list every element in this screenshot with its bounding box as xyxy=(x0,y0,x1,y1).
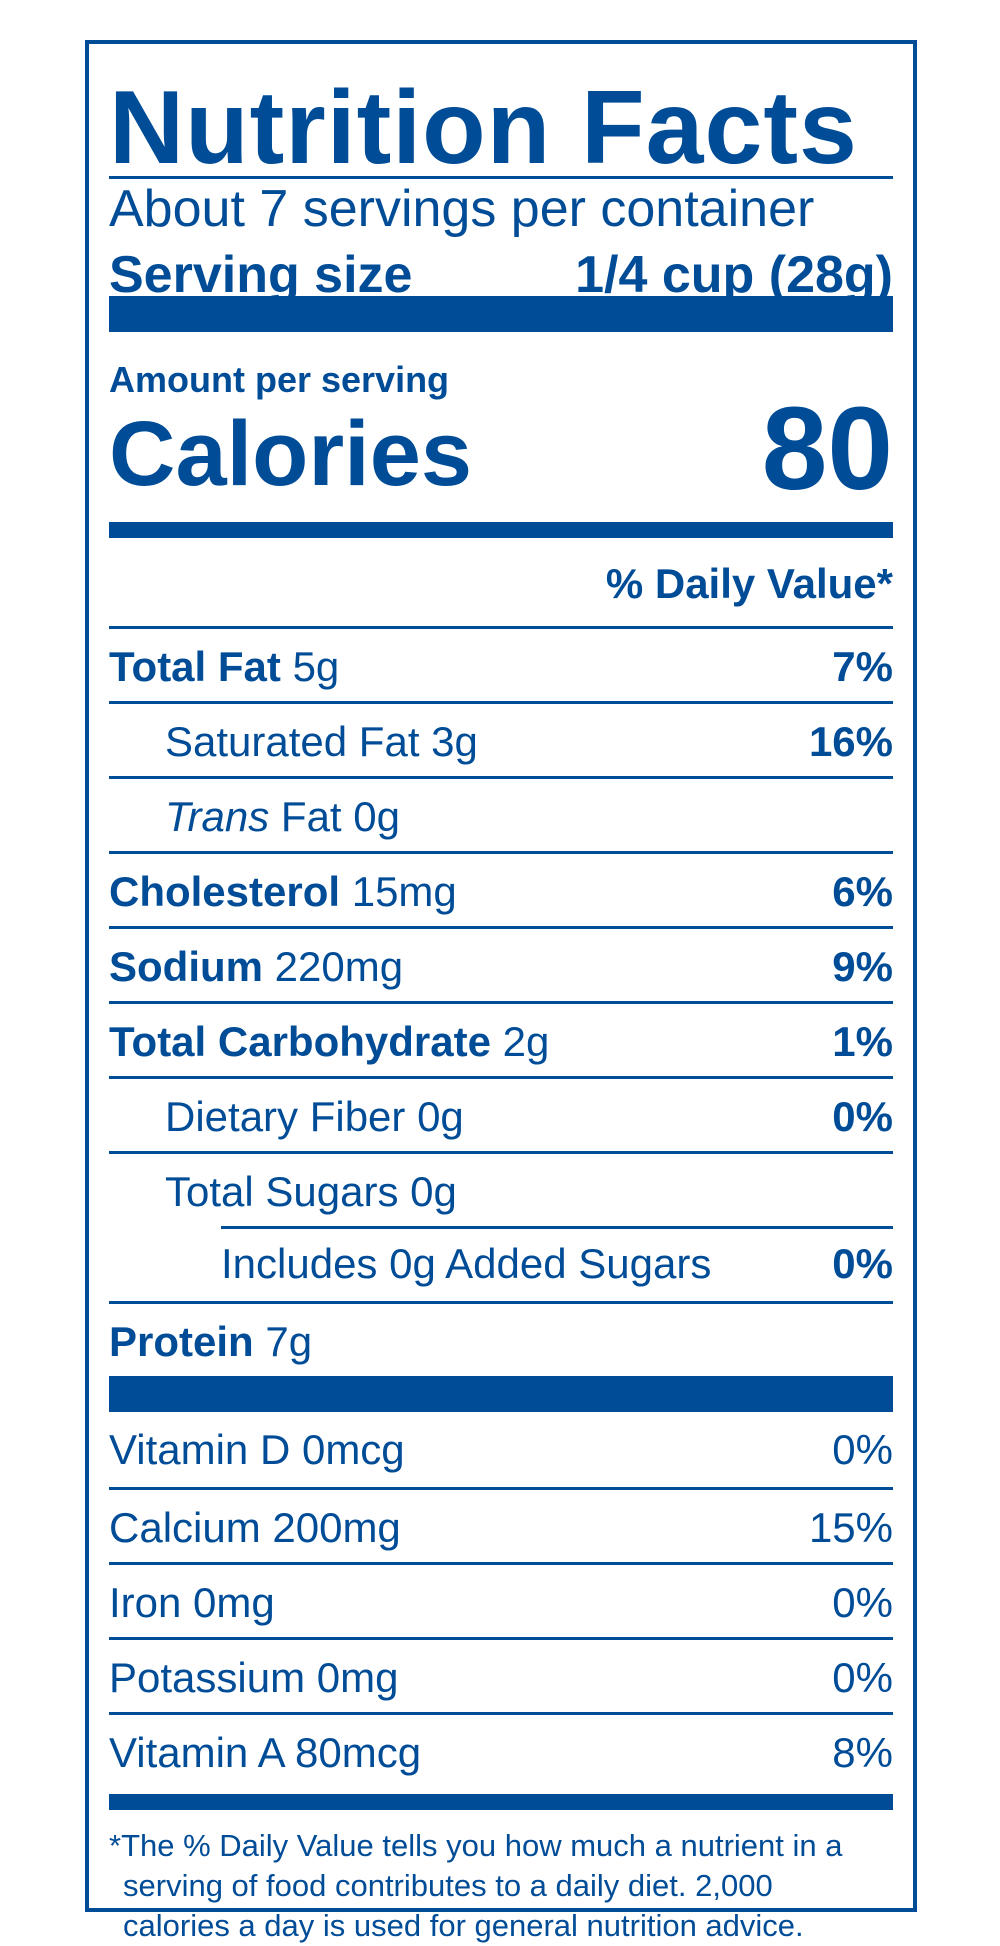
vitamin-text: Iron 0mg xyxy=(109,1579,275,1626)
vitamin-row: Iron 0mg 0% xyxy=(109,1562,893,1637)
nutrient-row-total-fat: Total Fat 5g 7% xyxy=(109,626,893,701)
servings-per-container: About 7 servings per container xyxy=(109,180,815,238)
nutrient-name-italic: Trans xyxy=(165,793,270,840)
nutrient-amount: 220mg xyxy=(274,943,404,990)
nutrient-amount: 0g xyxy=(410,1168,457,1215)
nutrient-dv: 1% xyxy=(832,1018,893,1065)
nutrient-name: Total Sugars xyxy=(165,1168,399,1215)
nutrient-dv: 6% xyxy=(832,868,893,915)
vitamin-dv: 0% xyxy=(832,1579,893,1626)
nutrient-row-cholesterol: Cholesterol 15mg 6% xyxy=(109,851,893,926)
nutrient-name: Fat xyxy=(280,793,342,840)
nutrient-dv: 16% xyxy=(808,718,893,765)
nutrient-dv: 9% xyxy=(832,943,893,990)
vitamin-row: Vitamin A 80mcg 8% xyxy=(109,1712,893,1787)
serving-size-label: Serving size xyxy=(109,246,413,304)
nutrient-name: Cholesterol xyxy=(109,868,341,915)
thick-divider-footnote xyxy=(109,1794,893,1810)
nutrient-dv: 0% xyxy=(832,1093,893,1140)
nutrient-name: Protein xyxy=(109,1318,254,1365)
title-divider xyxy=(109,176,893,179)
nutrient-row-sodium: Sodium 220mg 9% xyxy=(109,926,893,1001)
nutrient-row-saturated-fat: Saturated Fat 3g 16% xyxy=(109,701,893,776)
nutrient-amount: 5g xyxy=(292,643,340,690)
nutrient-amount: 2g xyxy=(502,1018,550,1065)
footnote-line: *The % Daily Value tells you how much a … xyxy=(109,1828,843,1863)
vitamin-dv: 0% xyxy=(832,1426,893,1473)
daily-value-footnote: *The % Daily Value tells you how much a … xyxy=(109,1826,893,1946)
nutrient-row-total-sugars: Total Sugars 0g xyxy=(109,1151,893,1226)
vitamin-list: Vitamin D 0mcg 0% Calcium 200mg 15% Iron… xyxy=(109,1412,893,1787)
nutrient-amount: 3g xyxy=(431,718,478,765)
nutrient-row-protein: Protein 7g xyxy=(109,1301,893,1376)
calories-label: Calories xyxy=(109,403,473,505)
vitamin-dv: 15% xyxy=(808,1504,893,1551)
vitamin-text: Potassium 0mg xyxy=(109,1654,399,1701)
serving-size-row: Serving size 1/4 cup (28g) xyxy=(109,240,893,310)
nutrient-row-dietary-fiber: Dietary Fiber 0g 0% xyxy=(109,1076,893,1151)
amount-per-serving: Amount per serving xyxy=(109,359,450,400)
nutrient-name: Saturated Fat xyxy=(165,718,420,765)
vitamin-text: Calcium 200mg xyxy=(109,1504,401,1551)
thick-divider-vitamins xyxy=(109,1376,893,1412)
nutrient-amount: 0g xyxy=(417,1093,464,1140)
nutrient-list: Total Fat 5g 7% Saturated Fat 3g 16% Tra… xyxy=(109,626,893,1376)
footnote-line: serving of food contributes to a daily d… xyxy=(123,1868,773,1903)
nutrient-row-added-sugars: Includes 0g Added Sugars 0% xyxy=(109,1226,893,1301)
thick-divider-calories xyxy=(109,522,893,538)
label-title: Nutrition Facts xyxy=(109,70,858,186)
footnote-line: calories a day is used for general nutri… xyxy=(123,1908,804,1943)
nutrient-dv: 7% xyxy=(832,643,893,690)
daily-value-header: % Daily Value* xyxy=(605,560,893,607)
vitamin-text: Vitamin A 80mcg xyxy=(109,1729,422,1776)
nutrient-name: Includes 0g Added Sugars xyxy=(221,1240,712,1287)
nutrient-name: Total Fat xyxy=(109,643,281,690)
thick-divider-top xyxy=(109,296,893,332)
nutrient-name: Dietary Fiber xyxy=(165,1093,406,1140)
nutrient-amount: 15mg xyxy=(351,868,457,915)
nutrient-name: Sodium xyxy=(109,943,263,990)
vitamin-row: Vitamin D 0mcg 0% xyxy=(109,1412,893,1487)
nutrient-amount: 0g xyxy=(353,793,400,840)
serving-size-value: 1/4 cup (28g) xyxy=(575,246,893,304)
nutrient-name: Total Carbohydrate xyxy=(109,1018,491,1065)
vitamin-dv: 0% xyxy=(832,1654,893,1701)
vitamin-text: Vitamin D 0mcg xyxy=(109,1426,405,1473)
vitamin-row: Calcium 200mg 15% xyxy=(109,1487,893,1562)
nutrient-dv: 0% xyxy=(832,1240,893,1287)
nutrition-facts-panel: Nutrition Facts About 7 servings per con… xyxy=(85,40,917,1943)
vitamin-row: Potassium 0mg 0% xyxy=(109,1637,893,1712)
nutrient-amount: 7g xyxy=(265,1318,313,1365)
vitamin-dv: 8% xyxy=(832,1729,893,1776)
calories-value: 80 xyxy=(761,383,893,515)
nutrient-row-trans-fat: Trans Fat 0g xyxy=(109,776,893,851)
calories-row: Calories 80 xyxy=(109,384,893,514)
nutrient-row-total-carbohydrate: Total Carbohydrate 2g 1% xyxy=(109,1001,893,1076)
